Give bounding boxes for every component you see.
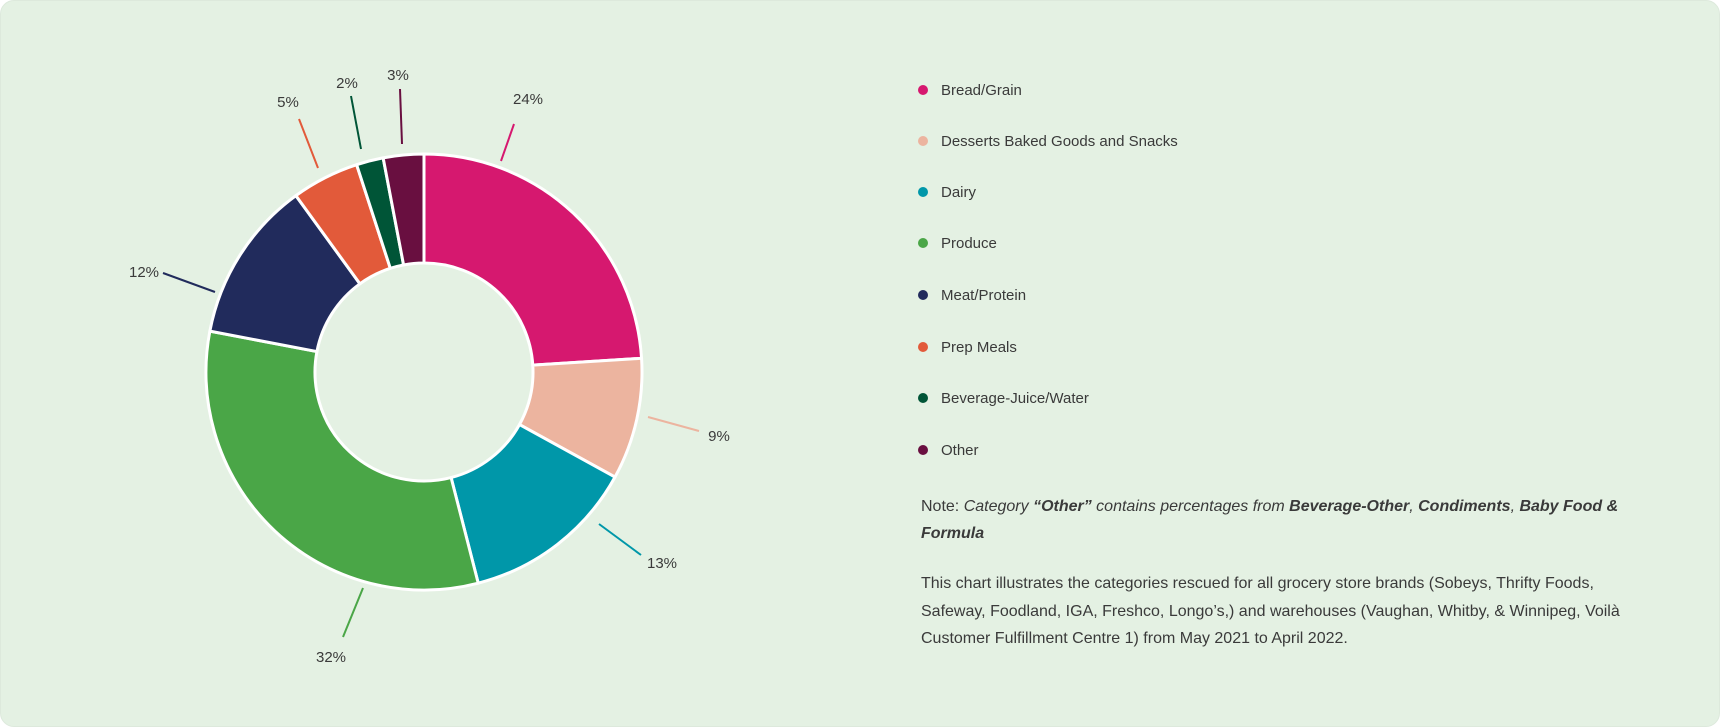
chart-description: This chart illustrates the categories re… (921, 575, 1620, 647)
data-label-beverage: 2% (336, 75, 358, 92)
data-label-prep-meals: 5% (277, 94, 299, 111)
data-label-bread-grain: 24% (513, 91, 543, 108)
note-emphasis: Condiments (1418, 498, 1511, 515)
leader-line-beverage (350, 95, 362, 150)
legend-dot-beverage (918, 393, 928, 403)
legend-dot-prep-meals (918, 342, 928, 352)
note-prefix: Note: (921, 498, 964, 515)
note-text: contains percentages from (1091, 498, 1290, 515)
leader-line-desserts (647, 416, 700, 432)
legend-item: Produce (918, 232, 997, 254)
leader-line-dairy (598, 523, 642, 556)
slice-bread-grain (422, 152, 644, 367)
note-text: , (1409, 498, 1419, 515)
legend-dot-dairy (918, 187, 928, 197)
legend-label: Other (941, 441, 979, 459)
data-label-dairy: 13% (647, 555, 677, 572)
leader-line-meat-protein (162, 272, 216, 293)
note-text: Category (963, 498, 1034, 515)
legend-label: Dairy (941, 183, 977, 201)
leader-line-produce (342, 587, 364, 638)
donut-chart: 24% 9% 13% 32% 12% 5% 2% 3% (129, 67, 730, 666)
legend-item: Beverage-Juice/Water (918, 387, 1089, 409)
legend-dot-other (918, 445, 928, 455)
note-text: , (1510, 498, 1520, 515)
slice-produce (204, 329, 480, 592)
leader-line-prep-meals (298, 118, 319, 169)
slice-other (381, 152, 426, 267)
legend-dot-produce (918, 238, 928, 248)
legend-label: Produce (941, 234, 997, 252)
legend-label: Meat/Protein (941, 286, 1027, 304)
legend-item: Dairy (918, 181, 976, 203)
legend-item: Other (918, 439, 979, 461)
leader-line-other (399, 88, 403, 145)
data-label-produce: 32% (316, 649, 346, 666)
data-label-other: 3% (387, 67, 409, 84)
legend-dot-meat-protein (918, 290, 928, 300)
legend-item: Bread/Grain (918, 79, 1022, 101)
data-label-meat-protein: 12% (129, 264, 159, 281)
legend-item: Meat/Protein (918, 284, 1026, 306)
note-emphasis: Beverage-Other (1289, 498, 1410, 515)
leader-line-bread-grain (500, 123, 515, 162)
legend-dot-bread-grain (918, 85, 928, 95)
legend-label: Desserts Baked Goods and Snacks (941, 132, 1178, 150)
legend-label: Bread/Grain (941, 81, 1022, 99)
legend-label: Beverage-Juice/Water (941, 389, 1089, 407)
legend-item: Prep Meals (918, 336, 1017, 358)
note-emphasis: “Other” (1033, 498, 1092, 515)
legend-label: Prep Meals (941, 338, 1017, 356)
data-label-desserts: 9% (708, 428, 730, 445)
note-emphasis: Baby Food & Formula (921, 498, 1619, 542)
chart-note: Note: Category “Other” contains percenta… (921, 493, 1641, 547)
legend-dot-desserts (918, 136, 928, 146)
legend-item: Desserts Baked Goods and Snacks (918, 130, 1178, 152)
